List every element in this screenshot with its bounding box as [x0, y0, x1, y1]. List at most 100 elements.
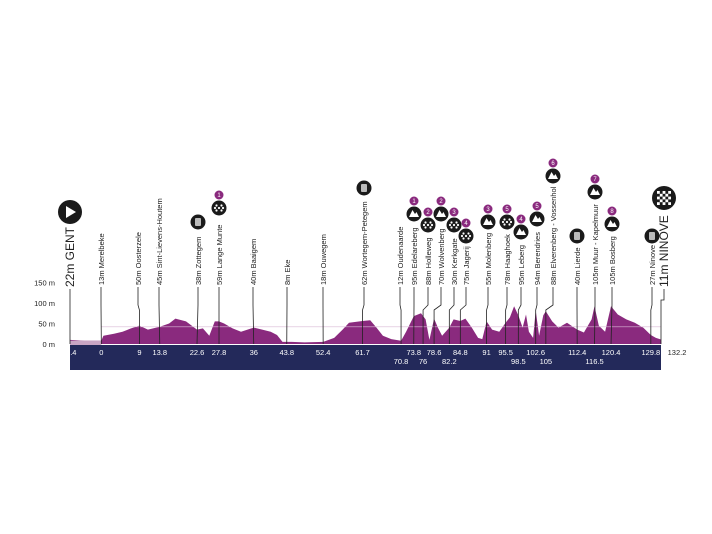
- km-mark: 27.8: [212, 348, 227, 357]
- sector-number: 4: [519, 217, 523, 223]
- sector-number-badge: [590, 174, 600, 184]
- cobble-dot: [468, 234, 472, 238]
- stage-point: 38m Zottegem: [190, 214, 206, 345]
- checker-square: [657, 191, 660, 194]
- stage-point: 59m Lange Munte 1: [211, 190, 227, 345]
- marker-line: [137, 287, 140, 344]
- cobble-dot: [424, 221, 427, 224]
- sector-number: 8: [610, 209, 614, 215]
- km-mark: 36: [250, 348, 258, 357]
- sector-number-badge: [607, 206, 617, 216]
- cobble-dot: [215, 204, 218, 207]
- bin-glyph: [195, 218, 201, 226]
- km-mark: 9: [137, 348, 141, 357]
- location-label: 38m Zottegem: [194, 237, 203, 285]
- cobble-dot: [455, 226, 458, 229]
- km-mark: 0: [99, 348, 103, 357]
- cobble-dot: [467, 232, 470, 235]
- marker-line: [650, 287, 653, 344]
- cobble-dot: [448, 223, 452, 227]
- location-label: 62m Wortegem-Petegem: [360, 201, 369, 285]
- cobble-dot: [505, 220, 509, 224]
- y-tick-label: 150 m: [34, 279, 55, 288]
- marker-line: [196, 287, 199, 345]
- marker-line: [535, 287, 538, 344]
- location-label: 59m Lange Munte: [215, 225, 224, 285]
- stage-point: 45m Sint-Lievens-Houtem: [155, 198, 164, 345]
- stage-point: 12m Oudenaarde: [396, 227, 405, 344]
- checker-square: [662, 202, 666, 205]
- cobble-dot: [422, 223, 426, 227]
- checker-square: [657, 202, 660, 205]
- km-mark: 82.2: [442, 357, 457, 366]
- km-mark: 76: [419, 357, 427, 366]
- km-mark: 102.6: [526, 348, 545, 357]
- cobble-dot: [213, 206, 217, 210]
- marker-line: [545, 287, 554, 344]
- cobble-dot: [452, 223, 456, 227]
- checker-square: [662, 191, 666, 194]
- checker-square: [657, 196, 660, 200]
- checker-square: [668, 202, 671, 205]
- cobble-dot: [430, 223, 434, 227]
- location-label: 30m Kerkgate: [450, 238, 459, 285]
- stage-point: 75m Jagerij 4: [458, 218, 474, 344]
- cobble-dot: [501, 220, 505, 224]
- km-mark: 84.8: [453, 348, 468, 357]
- cobble-dot: [508, 223, 511, 226]
- cobble-dot: [215, 209, 218, 212]
- location-label: 88m Holleweg: [424, 237, 433, 285]
- mountain-glyph: [548, 172, 558, 179]
- mountain-glyph: [409, 210, 419, 217]
- km-mark: 116.5: [585, 357, 603, 366]
- cobble-dot: [450, 226, 453, 229]
- cobble-dot: [508, 218, 511, 221]
- y-tick-label: 0 m: [42, 340, 55, 349]
- location-label: 95m Leberg: [517, 245, 526, 285]
- sector-number-badge: [214, 190, 224, 200]
- sector-number: 7: [593, 177, 597, 183]
- km-mark: 43.8: [279, 348, 294, 357]
- km-mark: 78.6: [427, 348, 442, 357]
- marker-line: [610, 287, 613, 345]
- location-label: 70m Wolvenberg: [437, 228, 446, 285]
- cobble-dot: [456, 223, 460, 227]
- mountain-glyph: [516, 228, 526, 235]
- km-mark: 129.8: [641, 348, 660, 357]
- sector-number-badge: [532, 201, 542, 211]
- marker-line: [448, 287, 455, 344]
- marker-line: [252, 287, 255, 345]
- location-label: 88m Elverenberg - Vossenhol: [549, 186, 558, 285]
- location-label: 40m Baaigem: [249, 239, 258, 285]
- mountain-glyph: [590, 188, 600, 195]
- location-label: 94m Berendries: [533, 232, 542, 285]
- location-label: 22m GENT: [63, 226, 77, 287]
- location-label: 11m NINOVE: [657, 215, 671, 287]
- bin-glyph: [649, 232, 655, 240]
- checker-square: [665, 199, 669, 203]
- y-tick-label: 100 m: [34, 299, 55, 308]
- location-label: 50m Oosterzele: [134, 232, 143, 285]
- stage-point: 105m Bosberg 8: [604, 206, 620, 345]
- stage-point: 40m Lierde: [569, 228, 585, 345]
- checker-square: [665, 193, 669, 197]
- sector-number: 1: [217, 193, 221, 199]
- stage-point: 22m GENT: [58, 200, 82, 344]
- distance-band: [70, 345, 661, 370]
- location-label: 55m Molenberg: [484, 233, 493, 285]
- checker-square: [668, 196, 671, 200]
- cobble-dot: [220, 209, 223, 212]
- play-glyph: [66, 206, 76, 218]
- cobble-dot: [460, 234, 464, 238]
- sector-number-badge: [449, 207, 459, 217]
- checker-square: [659, 199, 663, 203]
- checker-square: [662, 196, 666, 200]
- stage-point: 30m Kerkgate 3: [446, 207, 462, 344]
- cobble-dot: [455, 221, 458, 224]
- km-mark: 61.7: [355, 348, 370, 357]
- mountain-glyph: [436, 210, 446, 217]
- sector-number-badge: [423, 207, 433, 217]
- marker-line: [433, 287, 442, 344]
- location-label: 8m Eke: [283, 260, 292, 285]
- sector-number: 4: [464, 221, 468, 227]
